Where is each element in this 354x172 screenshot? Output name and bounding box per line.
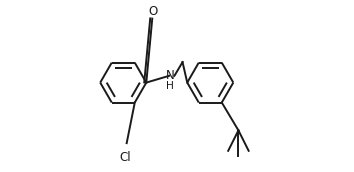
Text: H: H xyxy=(166,81,174,91)
Text: O: O xyxy=(148,5,158,18)
Text: N: N xyxy=(166,69,175,82)
Text: Cl: Cl xyxy=(119,151,131,164)
